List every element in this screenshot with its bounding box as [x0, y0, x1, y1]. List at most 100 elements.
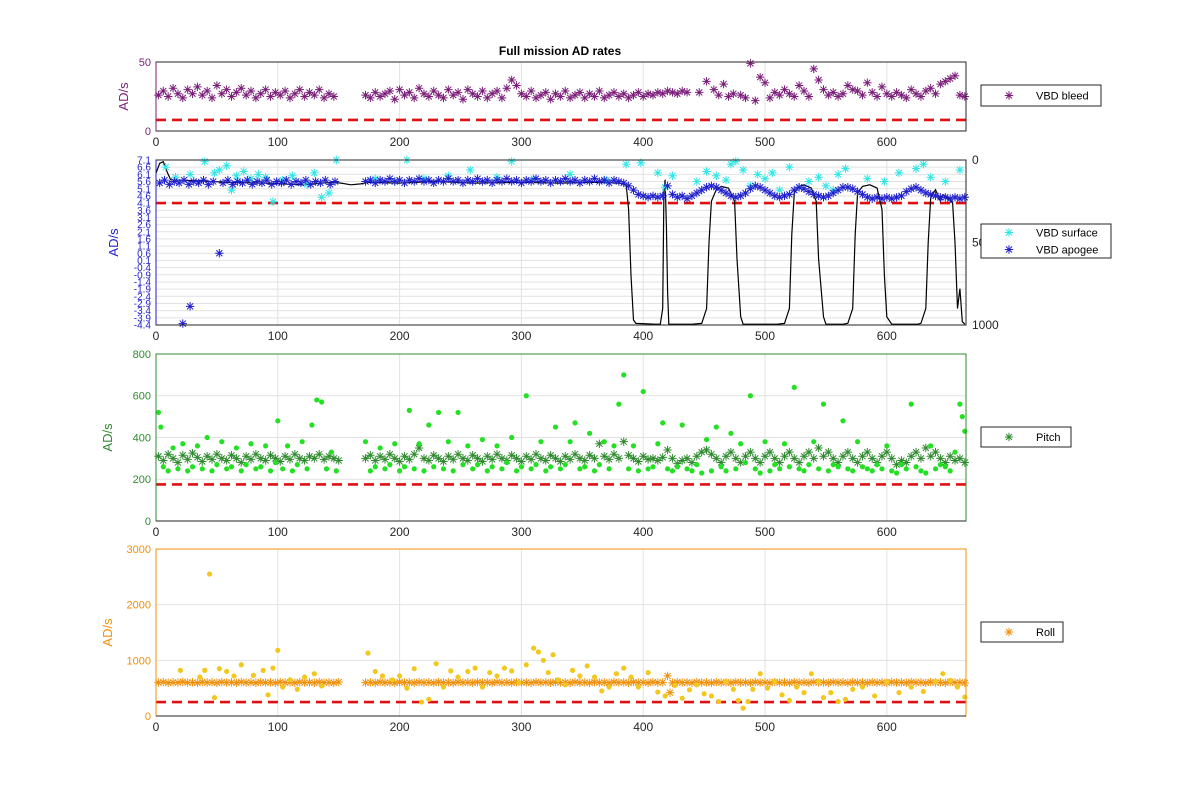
- data-point: [222, 678, 231, 687]
- x-tick-label: 300: [511, 525, 531, 539]
- data-point: [945, 194, 955, 203]
- data-point: [887, 454, 896, 463]
- data-point: [745, 698, 751, 705]
- data-point: [570, 677, 580, 687]
- data-point: [850, 468, 856, 474]
- data-point: [684, 466, 690, 472]
- data-point: [712, 171, 721, 180]
- data-point: [387, 462, 393, 468]
- data-point: [239, 167, 248, 176]
- data-point: [243, 175, 252, 185]
- data-point: [533, 462, 539, 468]
- data-point: [824, 678, 833, 688]
- data-point: [911, 89, 921, 98]
- data-point: [309, 422, 315, 428]
- data-point: [289, 468, 296, 474]
- data-point: [170, 177, 179, 186]
- data-point: [863, 447, 872, 457]
- data-point: [894, 168, 904, 178]
- data-point: [478, 177, 487, 186]
- data-point: [613, 671, 620, 677]
- data-point: [561, 86, 570, 96]
- data-point: [840, 418, 846, 424]
- data-point: [404, 685, 410, 691]
- panel-roll: 0 100 200 300 400 500 600 0 1000 2000 3000 AD/s Roll: [100, 544, 1064, 734]
- data-point: [942, 464, 948, 470]
- data-point: [154, 90, 163, 100]
- data-point: [780, 85, 789, 94]
- data-point: [311, 671, 317, 677]
- data-point: [509, 434, 515, 441]
- data-point: [323, 466, 330, 472]
- data-point: [650, 464, 656, 470]
- data-point: [282, 175, 291, 185]
- data-point: [825, 468, 831, 474]
- data-point: [960, 678, 969, 688]
- data-point: [179, 175, 189, 185]
- data-point: [256, 89, 265, 98]
- data-point: [960, 193, 969, 202]
- data-point: [531, 677, 541, 687]
- data-point: [426, 422, 432, 428]
- data-point: [392, 441, 398, 447]
- data-point: [645, 466, 651, 472]
- data-point: [655, 689, 661, 695]
- data-point: [723, 468, 729, 474]
- data-point: [541, 88, 550, 97]
- data-point: [660, 420, 666, 426]
- data-point: [936, 79, 945, 89]
- data-point: [775, 458, 784, 467]
- y-tick-label: 1.1: [137, 242, 151, 253]
- data-point: [868, 194, 877, 203]
- data-point: [821, 181, 831, 191]
- data-point: [429, 451, 438, 460]
- data-point: [580, 456, 589, 465]
- data-point: [295, 85, 304, 94]
- data-point: [702, 445, 711, 455]
- data-point: [616, 401, 622, 407]
- data-point: [260, 667, 266, 673]
- data-point: [575, 454, 585, 463]
- data-point: [523, 393, 529, 399]
- data-point: [433, 661, 439, 667]
- data-point: [703, 436, 710, 443]
- data-point: [639, 92, 648, 101]
- data-point: [674, 464, 680, 470]
- data-point: [786, 697, 792, 704]
- data-point: [478, 457, 487, 466]
- data-point: [540, 657, 546, 663]
- data-point: [411, 666, 417, 672]
- y-tick-label: 7.1: [137, 156, 151, 167]
- data-point: [305, 88, 314, 97]
- data-point: [906, 677, 916, 687]
- data-point: [483, 93, 492, 103]
- data-point: [955, 678, 965, 687]
- data-point: [801, 690, 807, 696]
- data-point: [224, 466, 230, 472]
- data-point: [277, 178, 286, 188]
- data-point: [233, 177, 242, 186]
- data-point: [892, 88, 901, 97]
- data-point: [492, 175, 502, 185]
- data-point: [197, 674, 203, 680]
- data-point: [418, 699, 425, 705]
- data-point: [502, 84, 511, 93]
- data-point: [330, 177, 340, 186]
- data-point: [714, 90, 723, 100]
- data-point: [473, 92, 482, 101]
- data-point: [267, 180, 276, 189]
- data-point: [419, 454, 429, 463]
- data-point: [173, 458, 183, 467]
- data-point: [507, 678, 516, 688]
- data-point: [227, 451, 236, 460]
- data-point: [400, 678, 409, 687]
- y-tick-label: -1.4: [134, 278, 152, 289]
- data-point: [669, 468, 676, 474]
- data-point: [634, 190, 643, 199]
- y-tick-label: -3.4: [134, 306, 152, 317]
- data-point: [305, 678, 314, 687]
- data-point: [941, 77, 950, 86]
- data-point: [536, 90, 546, 100]
- data-point: [639, 452, 648, 461]
- data-point: [713, 424, 719, 430]
